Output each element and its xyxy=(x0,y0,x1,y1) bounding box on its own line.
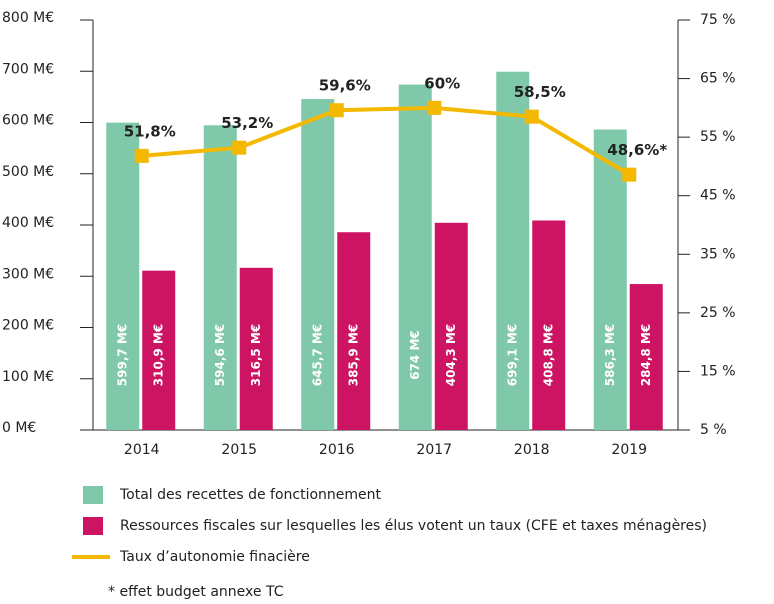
y-tick-label: 0 M€ xyxy=(2,420,36,436)
y-tick-label: 200 M€ xyxy=(2,318,54,334)
line-value-label: 60% xyxy=(424,74,460,92)
bar xyxy=(434,222,468,430)
line xyxy=(141,105,631,177)
line-marker xyxy=(134,148,149,163)
y-tick-label: 600 M€ xyxy=(2,113,54,129)
bar xyxy=(593,129,627,431)
y-tick-label: 500 M€ xyxy=(2,164,54,180)
x-tick-label: 2019 xyxy=(611,442,647,458)
bar-value-label: 594,6 M€ xyxy=(213,324,227,386)
bar xyxy=(142,270,176,430)
bar-value-label: 586,3 M€ xyxy=(603,324,617,386)
y2-tick-label: 75 % xyxy=(700,12,736,28)
x-tick-label: 2015 xyxy=(221,442,257,458)
bar-value-label: 310,9 M€ xyxy=(151,324,165,386)
bar-value-label: 385,9 M€ xyxy=(346,324,360,386)
bar xyxy=(496,71,530,431)
bar-value-label: 316,5 M€ xyxy=(249,324,263,386)
line-value-label: 59,6% xyxy=(319,77,371,95)
line-value-label: 51,8% xyxy=(124,122,176,140)
bar xyxy=(532,220,566,430)
y-tick-label: 400 M€ xyxy=(2,215,54,231)
line-value-label: 53,2% xyxy=(221,114,273,132)
line-marker xyxy=(329,103,344,118)
y2-tick-label: 35 % xyxy=(700,246,736,262)
legend-swatch xyxy=(83,517,103,535)
y2-tick-label: 65 % xyxy=(700,71,736,87)
legend-label: Ressources fiscales sur lesquelles les é… xyxy=(120,518,707,534)
y-tick-label: 300 M€ xyxy=(2,266,54,282)
x-tick-label: 2018 xyxy=(514,442,550,458)
bar xyxy=(203,125,237,430)
bar xyxy=(337,232,371,430)
line-marker xyxy=(232,140,247,155)
y-tick-label: 100 M€ xyxy=(2,369,54,385)
bar xyxy=(398,84,432,430)
bar xyxy=(629,284,663,430)
line-marker xyxy=(622,167,637,182)
y2-tick-label: 55 % xyxy=(700,129,736,145)
bar xyxy=(239,267,273,430)
note: * effet budget annexe TC xyxy=(108,584,284,600)
line-value-label: 58,5% xyxy=(514,83,566,101)
bar xyxy=(106,122,140,430)
line-marker xyxy=(427,100,442,115)
x-tick-label: 2016 xyxy=(319,442,355,458)
bar-value-label: 284,8 M€ xyxy=(639,324,653,386)
bar-value-label: 404,3 M€ xyxy=(444,324,458,386)
y-tick-label: 800 M€ xyxy=(2,10,54,26)
y2-tick-label: 15 % xyxy=(700,363,736,379)
bar-value-label: 599,7 M€ xyxy=(115,324,129,386)
bar-value-label: 408,8 M€ xyxy=(541,324,555,386)
line-marker xyxy=(524,109,539,124)
bar-value-label: 699,1 M€ xyxy=(505,324,519,386)
y2-tick-label: 45 % xyxy=(700,188,736,204)
legend-label: Taux d’autonomie finacière xyxy=(119,549,310,565)
bar xyxy=(301,99,335,431)
bar-value-label: 674 M€ xyxy=(408,330,422,380)
y2-tick-label: 25 % xyxy=(700,305,736,321)
line-value-label: 48,6%* xyxy=(607,141,667,159)
y2-tick-label: 5 % xyxy=(700,422,727,438)
x-tick-label: 2014 xyxy=(124,442,160,458)
x-tick-label: 2017 xyxy=(416,442,452,458)
bar-value-label: 645,7 M€ xyxy=(310,324,324,386)
legend-label: Total des recettes de fonctionnement xyxy=(119,487,382,503)
y-tick-label: 700 M€ xyxy=(2,61,54,77)
legend-swatch xyxy=(83,486,103,504)
